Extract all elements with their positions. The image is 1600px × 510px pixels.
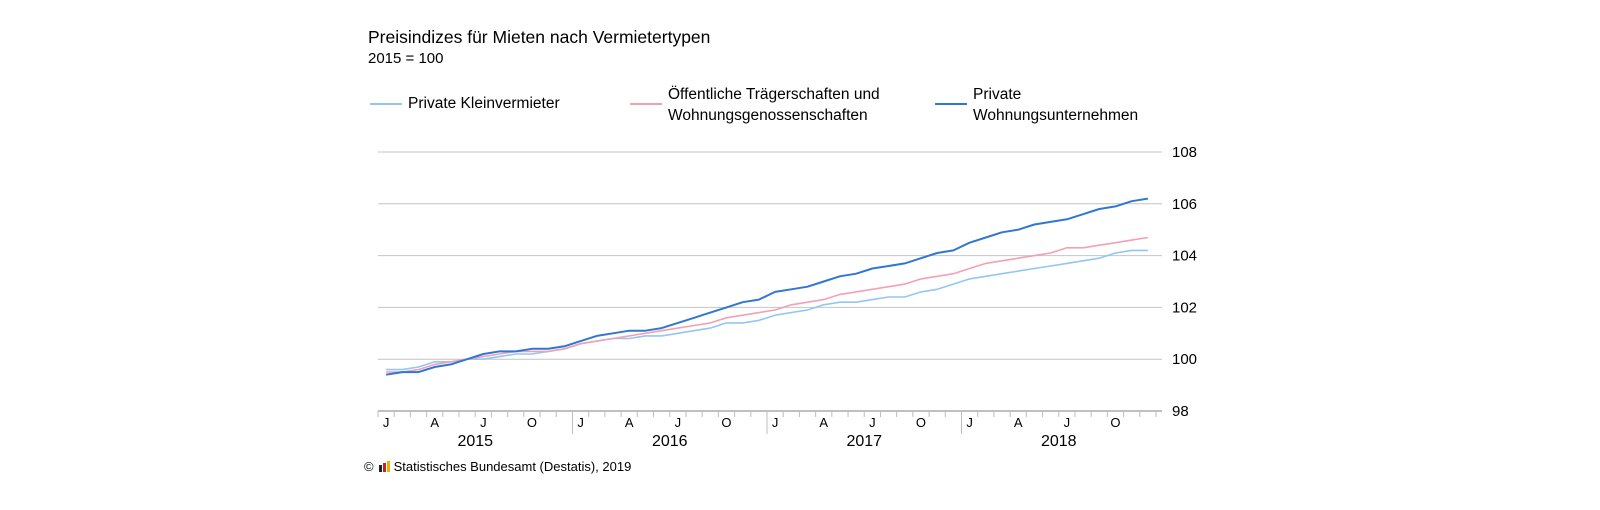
series-line-1 [386,249,1148,371]
x-month-label: J [869,415,876,430]
x-month-label: O [527,415,537,430]
x-month-label: J [966,415,973,430]
x-year-label: 2015 [457,433,493,450]
x-month-label: O [721,415,731,430]
legend-swatch [370,103,402,105]
legend-item-oeffentliche: Öffentliche Trägerschaften und Wohnungsg… [630,84,880,126]
legend-item-private-wohnungsunternehmen: Private Wohnungsunternehmen [935,84,1138,126]
x-year-label: 2017 [846,433,882,450]
x-month-label: A [1014,415,1023,430]
y-tick-label: 98 [1172,403,1189,420]
x-month-label: A [430,415,439,430]
y-tick-label: 108 [1172,144,1197,161]
legend-label-line1: Öffentliche Trägerschaften und [668,86,880,103]
y-tick-label: 104 [1172,248,1197,265]
legend-item-private-kleinvermieter: Private Kleinvermieter [370,84,560,114]
legend-swatch [630,103,662,105]
x-month-label: J [675,415,682,430]
legend-label-line1: Private [973,86,1022,103]
series-line-3 [385,197,1149,376]
legend-label-line2: Wohnungsunternehmen [973,107,1139,124]
source-text: Statistisches Bundesamt (Destatis), 2019 [393,459,632,474]
y-tick-label: 100 [1172,351,1197,368]
legend-label: Private Kleinvermieter [408,95,560,112]
chart-title: Preisindizes für Mieten nach Vermieterty… [368,27,711,47]
chart-subtitle: 2015 = 100 [368,50,444,67]
legend-label-line2: Wohnungsgenossenschaften [668,107,868,124]
x-month-label: J [383,415,390,430]
x-month-label: J [577,415,584,430]
x-month-label: A [819,415,828,430]
x-month-label: O [916,415,926,430]
x-month-label: J [772,415,779,430]
destatis-logo-icon [378,461,390,472]
x-month-label: O [1110,415,1120,430]
y-tick-label: 106 [1172,196,1197,213]
footer: © Statistisches Bundesamt (Destatis), 20… [364,459,631,474]
x-month-label: J [1064,415,1071,430]
copyright-symbol: © [364,459,374,474]
y-tick-label: 102 [1172,299,1197,316]
x-year-label: 2018 [1041,433,1077,450]
x-month-label: A [625,415,634,430]
x-month-label: J [480,415,487,430]
legend-swatch [935,103,967,105]
x-year-label: 2016 [652,433,688,450]
